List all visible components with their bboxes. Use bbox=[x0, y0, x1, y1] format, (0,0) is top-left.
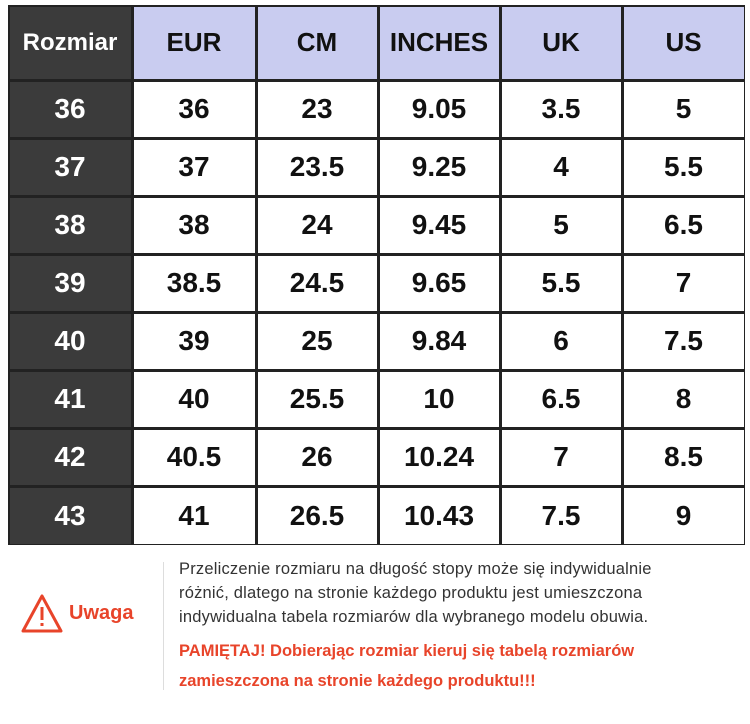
header-cell: US bbox=[623, 6, 744, 79]
table-cell: 24.5 bbox=[257, 255, 377, 311]
table-cell: 9.65 bbox=[379, 255, 499, 311]
table-cell: 6 bbox=[501, 313, 621, 369]
table-cell: 8.5 bbox=[623, 429, 744, 485]
header-cell: Rozmiar bbox=[9, 6, 131, 79]
table-cell: 38.5 bbox=[133, 255, 255, 311]
table-cell: 7.5 bbox=[501, 487, 621, 544]
table-cell: 9.25 bbox=[379, 139, 499, 195]
row-header: 37 bbox=[9, 139, 131, 195]
table-cell: 26 bbox=[257, 429, 377, 485]
table-cell: 5.5 bbox=[623, 139, 744, 195]
table-cell: 9 bbox=[623, 487, 744, 544]
table-cell: 8 bbox=[623, 371, 744, 427]
table-cell: 5 bbox=[623, 81, 744, 137]
notice-label: Uwaga bbox=[69, 602, 134, 624]
row-header: 39 bbox=[9, 255, 131, 311]
reminder-line: PAMIĘTAJ! Dobierając rozmiar kieruj się … bbox=[179, 642, 635, 660]
table-cell: 3.5 bbox=[501, 81, 621, 137]
table-cell: 4 bbox=[501, 139, 621, 195]
table-cell: 6.5 bbox=[501, 371, 621, 427]
table-cell: 6.5 bbox=[623, 197, 744, 253]
table-cell: 40.5 bbox=[133, 429, 255, 485]
table-cell: 24 bbox=[257, 197, 377, 253]
notice-line: indywidualna tabela rozmiarów dla wybran… bbox=[179, 608, 649, 626]
reminder-line: zamieszczona na stronie każdego produktu… bbox=[179, 672, 536, 690]
table-cell: 10.24 bbox=[379, 429, 499, 485]
table-cell: 37 bbox=[133, 139, 255, 195]
header-cell: UK bbox=[501, 6, 621, 79]
table-cell: 10.43 bbox=[379, 487, 499, 544]
table-cell: 41 bbox=[133, 487, 255, 544]
row-header: 36 bbox=[9, 81, 131, 137]
header-cell: INCHES bbox=[379, 6, 499, 79]
divider bbox=[163, 562, 164, 690]
table-cell: 7 bbox=[623, 255, 744, 311]
table-cell: 38 bbox=[133, 197, 255, 253]
table-cell: 7.5 bbox=[623, 313, 744, 369]
table-cell: 40 bbox=[133, 371, 255, 427]
table-cell: 26.5 bbox=[257, 487, 377, 544]
table-cell: 23 bbox=[257, 81, 377, 137]
table-cell: 5.5 bbox=[501, 255, 621, 311]
table-cell: 39 bbox=[133, 313, 255, 369]
header-cell: EUR bbox=[133, 6, 255, 79]
header-cell: CM bbox=[257, 6, 377, 79]
table-cell: 36 bbox=[133, 81, 255, 137]
notice-line: Przeliczenie rozmiaru na długość stopy m… bbox=[179, 560, 652, 578]
table-cell: 9.45 bbox=[379, 197, 499, 253]
notice-line: różnić, dlatego na stronie każdego produ… bbox=[179, 584, 643, 602]
table-cell: 7 bbox=[501, 429, 621, 485]
table-cell: 5 bbox=[501, 197, 621, 253]
table-cell: 9.05 bbox=[379, 81, 499, 137]
table-cell: 25 bbox=[257, 313, 377, 369]
table-cell: 10 bbox=[379, 371, 499, 427]
table-cell: 23.5 bbox=[257, 139, 377, 195]
row-header: 43 bbox=[9, 487, 131, 544]
warning-icon bbox=[21, 594, 63, 633]
row-header: 38 bbox=[9, 197, 131, 253]
row-header: 41 bbox=[9, 371, 131, 427]
row-header: 42 bbox=[9, 429, 131, 485]
table-cell: 25.5 bbox=[257, 371, 377, 427]
size-table: Rozmiar EUR CM INCHES UK US 36 36 23 9.05 3.5 5 37 37… bbox=[8, 5, 745, 545]
row-header: 40 bbox=[9, 313, 131, 369]
table-cell: 9.84 bbox=[379, 313, 499, 369]
